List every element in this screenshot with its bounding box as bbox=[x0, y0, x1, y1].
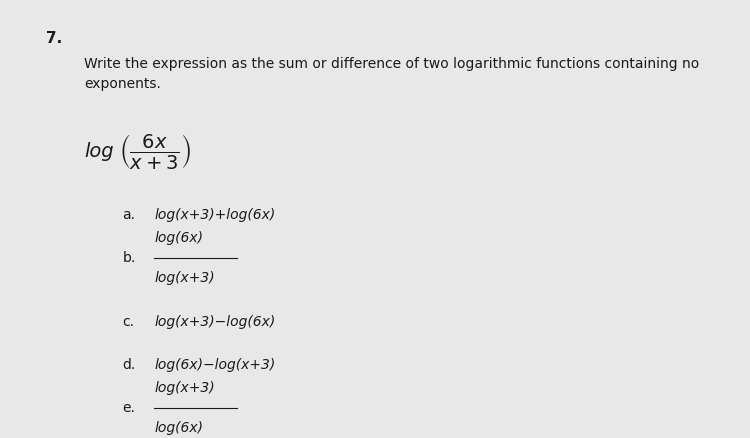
Text: log(6x): log(6x) bbox=[154, 231, 203, 245]
Text: a.: a. bbox=[122, 208, 136, 223]
Text: c.: c. bbox=[122, 315, 134, 329]
Text: 7.: 7. bbox=[46, 32, 62, 46]
Text: log(x+3): log(x+3) bbox=[154, 381, 215, 395]
Text: e.: e. bbox=[122, 401, 136, 415]
Text: $\left(\dfrac{6x}{x+3}\right)$: $\left(\dfrac{6x}{x+3}\right)$ bbox=[119, 132, 191, 171]
Text: log: log bbox=[84, 141, 114, 161]
Text: log(x+3)−log(6x): log(x+3)−log(6x) bbox=[154, 315, 276, 329]
Text: log(6x): log(6x) bbox=[154, 421, 203, 435]
Text: Write the expression as the sum or difference of two logarithmic functions conta: Write the expression as the sum or diffe… bbox=[84, 57, 700, 91]
Text: log(6x)−log(x+3): log(6x)−log(x+3) bbox=[154, 358, 276, 372]
Text: log(x+3)+log(6x): log(x+3)+log(6x) bbox=[154, 208, 276, 223]
Text: log(x+3): log(x+3) bbox=[154, 271, 215, 285]
Text: b.: b. bbox=[122, 251, 136, 265]
Text: d.: d. bbox=[122, 358, 136, 372]
